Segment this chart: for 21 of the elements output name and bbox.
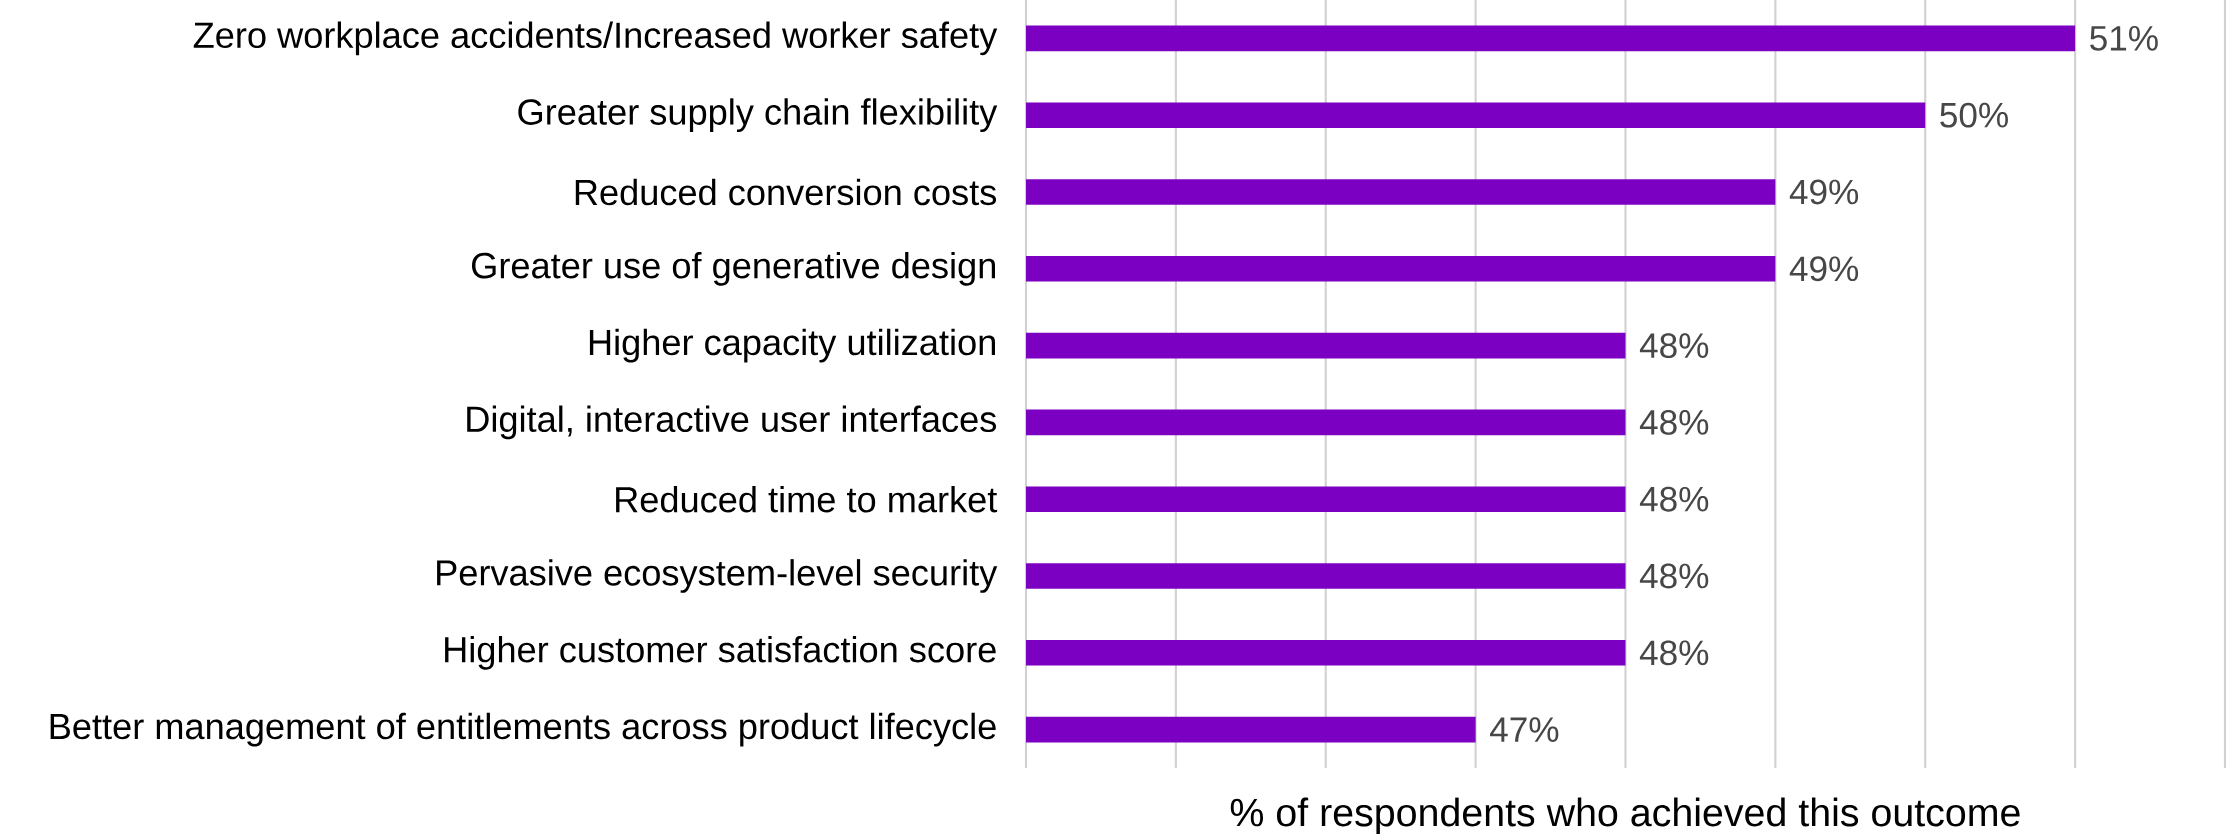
data-label: 48%: [1639, 409, 1709, 435]
data-label: 48%: [1639, 640, 1709, 666]
data-label: 48%: [1639, 486, 1709, 512]
y-tick-label: Zero workplace accidents/Increased worker safety: [193, 21, 998, 56]
x-axis-title: % of respondents who achieved this outcome: [1230, 797, 2020, 834]
y-tick-label: Digital, interactive user interfaces: [467, 405, 997, 440]
y-tick-label: Higher capacity utilization: [589, 328, 995, 363]
y-tick-label: Higher customer satisfaction score: [445, 635, 996, 670]
data-label: 49%: [1789, 179, 1859, 205]
data-label: 48%: [1639, 563, 1709, 589]
data-label: 51%: [2090, 25, 2158, 51]
data-label: 49%: [1789, 256, 1859, 282]
y-tick-label: Greater use of generative design: [471, 251, 995, 286]
y-tick-label: Reduced conversion costs: [575, 178, 997, 206]
y-tick-label: Better management of entitlements across product lifecycle: [50, 712, 996, 747]
data-label: 47%: [1490, 717, 1559, 742]
data-label: 50%: [1940, 102, 2008, 128]
y-tick-label: Greater supply chain flexibility: [518, 98, 998, 133]
y-tick-label: Pervasive ecosystem-level security: [437, 559, 998, 593]
data-label: 48%: [1639, 333, 1709, 359]
y-tick-label: Reduced time to market: [616, 485, 998, 513]
